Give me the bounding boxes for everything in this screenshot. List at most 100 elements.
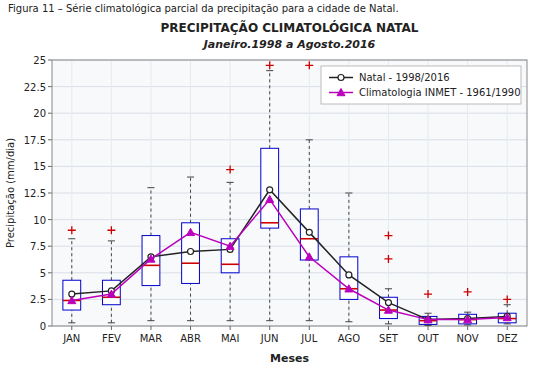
box-body bbox=[182, 223, 200, 284]
legend-label: Natal - 1998/2016 bbox=[359, 72, 450, 83]
x-tick bbox=[507, 326, 508, 330]
box-body bbox=[142, 236, 160, 286]
point bbox=[147, 255, 155, 262]
box bbox=[63, 239, 81, 323]
box bbox=[498, 305, 516, 324]
y-tick bbox=[48, 86, 52, 87]
box-body bbox=[63, 280, 81, 310]
outlier bbox=[464, 288, 472, 296]
cap-high bbox=[108, 240, 115, 241]
point bbox=[107, 290, 115, 297]
grid-line-x bbox=[150, 60, 151, 326]
point bbox=[68, 296, 76, 303]
box bbox=[221, 182, 239, 320]
cap-high bbox=[504, 304, 511, 305]
whisker-high bbox=[388, 289, 389, 298]
point bbox=[188, 249, 194, 255]
x-tick-label: SET bbox=[379, 333, 399, 344]
grid-line-x bbox=[309, 60, 310, 326]
point bbox=[346, 272, 352, 278]
grid-line bbox=[52, 113, 527, 114]
series bbox=[68, 195, 511, 322]
cap-high bbox=[464, 312, 471, 313]
cap-high bbox=[345, 193, 352, 194]
whisker-low bbox=[71, 310, 72, 323]
cap-low bbox=[464, 324, 471, 325]
whisker-low bbox=[348, 299, 349, 321]
whisker-high bbox=[269, 71, 270, 149]
point bbox=[425, 317, 431, 323]
grid-line bbox=[52, 246, 527, 247]
subtitle: Janeiro.1998 a Agosto.2016 bbox=[202, 38, 376, 51]
cap-high bbox=[187, 177, 194, 178]
box bbox=[340, 193, 358, 322]
whisker-high bbox=[150, 188, 151, 236]
x-tick-label: FEV bbox=[102, 333, 121, 344]
y-tick bbox=[48, 299, 52, 300]
x-tick-label: JAN bbox=[62, 333, 80, 344]
y-tick-label: 7.5 bbox=[30, 241, 46, 252]
point bbox=[226, 242, 234, 249]
whisker-low bbox=[111, 305, 112, 323]
whisker-low bbox=[230, 273, 231, 321]
x-tick bbox=[388, 326, 389, 330]
cap-low bbox=[424, 325, 431, 326]
box-body bbox=[380, 297, 398, 318]
point bbox=[424, 316, 432, 323]
cap-high bbox=[147, 187, 154, 188]
cap-low bbox=[108, 322, 115, 323]
cap-low bbox=[345, 321, 352, 322]
cap-low bbox=[504, 323, 511, 324]
cap-low bbox=[147, 320, 154, 321]
whisker-high bbox=[71, 239, 72, 280]
y-tick-label: 5 bbox=[40, 268, 46, 279]
x-tick bbox=[111, 326, 112, 330]
x-tick-label: MAI bbox=[221, 333, 239, 344]
cap-high bbox=[385, 288, 392, 289]
whisker-low bbox=[388, 319, 389, 324]
whisker-low bbox=[190, 283, 191, 320]
point bbox=[187, 228, 195, 235]
box-body bbox=[340, 257, 358, 300]
point bbox=[266, 195, 274, 202]
x-tick-label: ABR bbox=[180, 333, 201, 344]
median bbox=[221, 263, 239, 265]
box bbox=[300, 140, 318, 321]
point bbox=[267, 187, 273, 193]
outlier bbox=[266, 61, 274, 69]
cap-low bbox=[385, 323, 392, 324]
box-body bbox=[300, 209, 318, 260]
x-tick bbox=[190, 326, 191, 330]
outlier bbox=[68, 226, 76, 234]
plot-frame bbox=[52, 60, 527, 326]
point bbox=[464, 316, 472, 323]
point bbox=[385, 300, 391, 306]
x-tick-label: OUT bbox=[417, 333, 439, 344]
whisker-low bbox=[150, 286, 151, 321]
grid-line bbox=[52, 299, 527, 300]
y-tick-label: 0 bbox=[40, 321, 46, 332]
median bbox=[261, 222, 279, 224]
y-tick-label: 20 bbox=[33, 108, 46, 119]
y-tick bbox=[48, 166, 52, 167]
cap-high bbox=[424, 313, 431, 314]
point bbox=[345, 285, 353, 292]
whisker-high bbox=[230, 182, 231, 238]
grid-line bbox=[52, 219, 527, 220]
whisker-high bbox=[190, 177, 191, 223]
cap-low bbox=[187, 320, 194, 321]
y-tick bbox=[48, 272, 52, 273]
whisker-high bbox=[111, 241, 112, 280]
y-tick bbox=[48, 139, 52, 140]
x-tick bbox=[71, 326, 72, 330]
cap-high bbox=[306, 139, 313, 140]
point bbox=[305, 253, 313, 260]
grid-line bbox=[52, 193, 527, 194]
grid-line bbox=[52, 166, 527, 167]
grid bbox=[52, 60, 527, 326]
whisker-high bbox=[309, 140, 310, 209]
point bbox=[384, 306, 392, 313]
outlier bbox=[305, 61, 313, 69]
outlier bbox=[226, 166, 234, 174]
y-tick bbox=[48, 219, 52, 220]
